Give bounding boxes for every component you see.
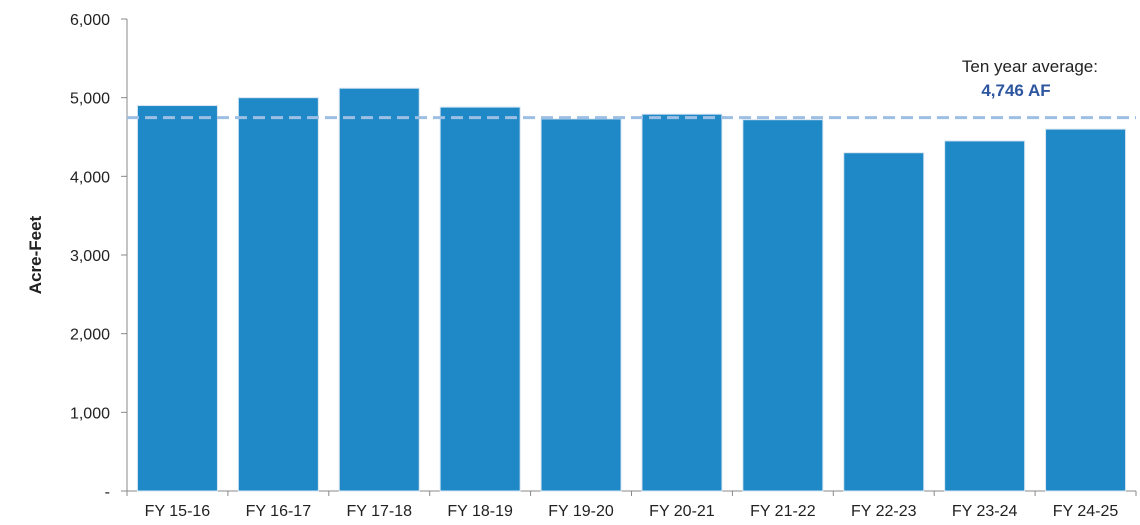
y-axis-title: Acre-Feet bbox=[26, 215, 45, 294]
average-annotation-label: Ten year average: bbox=[962, 57, 1098, 76]
y-tick-label: 6,000 bbox=[70, 12, 110, 29]
bar bbox=[540, 118, 622, 492]
bar bbox=[338, 87, 420, 492]
x-tick-label: FY 17-18 bbox=[346, 503, 412, 520]
y-axis: - 1,000 2,000 3,000 4,000 5,000 6,000 bbox=[70, 12, 128, 501]
x-tick-label: FY 16-17 bbox=[246, 503, 312, 520]
bar bbox=[742, 119, 824, 492]
y-tick-label: - bbox=[105, 484, 110, 501]
y-tick-label: 2,000 bbox=[70, 327, 110, 344]
bar bbox=[843, 152, 925, 492]
x-tick-label: FY 23-24 bbox=[952, 503, 1018, 520]
y-tick-label: 3,000 bbox=[70, 248, 110, 265]
y-tick-label: 4,000 bbox=[70, 169, 110, 186]
y-tick-label: 5,000 bbox=[70, 91, 110, 108]
bar bbox=[136, 105, 218, 492]
bar bbox=[641, 113, 723, 492]
x-tick-label: FY 18-19 bbox=[447, 503, 513, 520]
x-axis: FY 15-16 FY 16-17 FY 17-18 FY 18-19 FY 19-20… bbox=[126, 490, 1137, 520]
bar bbox=[1045, 128, 1127, 492]
x-tick-label: FY 15-16 bbox=[145, 503, 211, 520]
x-tick-label: FY 19-20 bbox=[548, 503, 614, 520]
average-annotation-value: 4,746 AF bbox=[981, 81, 1050, 100]
x-tick-label: FY 24-25 bbox=[1053, 503, 1119, 520]
bar bbox=[439, 106, 521, 492]
x-tick-label: FY 20-21 bbox=[649, 503, 715, 520]
bar bbox=[237, 97, 319, 492]
bar bbox=[944, 140, 1026, 492]
x-tick-label: FY 21-22 bbox=[750, 503, 816, 520]
bars bbox=[136, 87, 1127, 492]
y-tick-label: 1,000 bbox=[70, 405, 110, 422]
x-tick-label: FY 22-23 bbox=[851, 503, 917, 520]
